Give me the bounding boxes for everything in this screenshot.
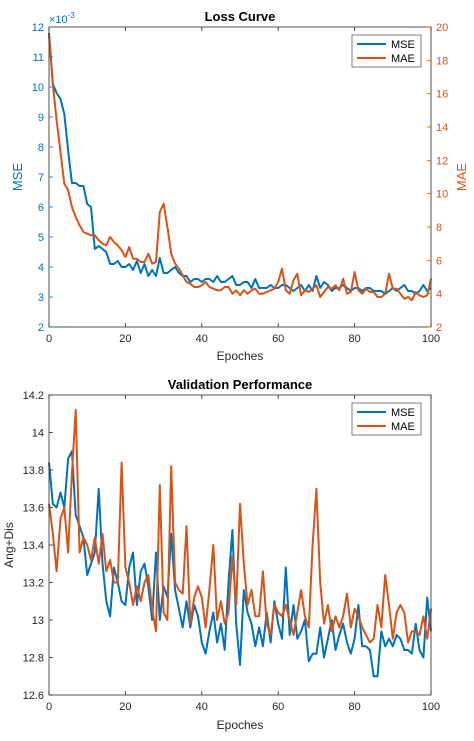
x-tick-label: 80 [348,701,360,713]
y-right-tick-label: 14 [436,122,448,134]
y-right-tick-label: 16 [436,89,448,101]
validation-performance-x-ticks: 0 20 40 60 80 100 [46,395,440,713]
loss-curve-chart: Loss Curve 0 20 40 60 80 100 2 3 4 5 6 7 8 9 10 11 12 2… [10,9,469,363]
legend-label-mae: MAE [391,421,415,433]
series-line-mse [48,450,432,678]
x-tick-label: 100 [422,333,440,345]
y-tick-label: 7 [38,172,44,184]
y-tick-label: 14.2 [23,390,44,402]
x-tick-label: 60 [272,333,284,345]
x-tick-label: 80 [348,333,360,345]
legend-label-mae: MAE [391,53,415,65]
y-tick-label: 2 [38,322,44,334]
validation-performance-title: Validation Performance [168,377,313,392]
y-right-tick-label: 12 [436,155,448,167]
y-tick-label: 8 [38,142,44,154]
loss-curve-legend: MSE MAE [351,34,422,68]
y-tick-label: 13.4 [23,540,44,552]
x-tick-label: 0 [46,701,52,713]
loss-curve-title: Loss Curve [205,9,276,24]
y-tick-label: 14 [32,428,44,440]
loss-curve-right-y-ticks: 2 4 6 8 10 12 14 16 18 20 [427,22,448,334]
y-tick-label: 12 [32,22,44,34]
validation-performance-chart: Validation Performance 0 20 40 60 80 100 12.6… [2,377,440,732]
y-tick-label: 9 [38,112,44,124]
series-line-mae [48,409,432,644]
y-right-tick-label: 18 [436,55,448,67]
y-tick-label: 13.2 [23,578,44,590]
series-line-mae [48,33,432,302]
y-tick-label: 13.8 [23,465,44,477]
loss-curve-x-ticks: 0 20 40 60 80 100 [46,27,440,345]
x-tick-label: 60 [272,701,284,713]
x-tick-label: 40 [196,701,208,713]
y-right-tick-label: 20 [436,22,448,34]
loss-curve-exponent: ×10-3 [49,11,75,26]
validation-performance-x-label: Epoches [217,718,264,732]
y-tick-label: 12.8 [23,653,44,665]
x-tick-label: 20 [119,333,131,345]
y-tick-label: 4 [38,262,44,274]
legend-label-mse: MSE [391,39,415,51]
validation-performance-plot-area [48,409,432,678]
loss-curve-right-y-label: MAE [454,163,469,192]
series-line-mse [48,32,432,295]
validation-performance-legend: MSE MAE [351,402,422,436]
x-tick-label: 100 [422,701,440,713]
y-right-tick-label: 4 [436,289,442,301]
y-right-tick-label: 2 [436,322,442,334]
validation-performance-y-ticks: 12.6 12.8 13 13.2 13.4 13.6 13.8 14 14.2 [23,390,53,702]
loss-curve-x-label: Epoches [217,349,264,363]
loss-curve-left-y-ticks: 2 3 4 5 6 7 8 9 10 11 12 [32,22,53,334]
x-tick-label: 20 [119,701,131,713]
x-tick-label: 40 [196,333,208,345]
y-right-tick-label: 6 [436,255,442,267]
y-right-tick-label: 10 [436,189,448,201]
y-tick-label: 11 [33,52,44,64]
validation-performance-y-label: Ang+Dis [2,522,16,568]
y-tick-label: 3 [38,292,44,304]
loss-curve-left-y-label: MSE [10,163,25,192]
y-tick-label: 10 [32,82,44,94]
y-tick-label: 5 [38,232,44,244]
loss-curve-plot-area [48,32,432,302]
y-tick-label: 13.6 [23,503,44,515]
y-tick-label: 13 [32,615,44,627]
x-tick-label: 0 [46,333,52,345]
y-tick-label: 12.6 [23,690,44,702]
y-right-tick-label: 8 [436,222,442,234]
y-tick-label: 6 [38,202,44,214]
legend-label-mse: MSE [391,407,415,419]
